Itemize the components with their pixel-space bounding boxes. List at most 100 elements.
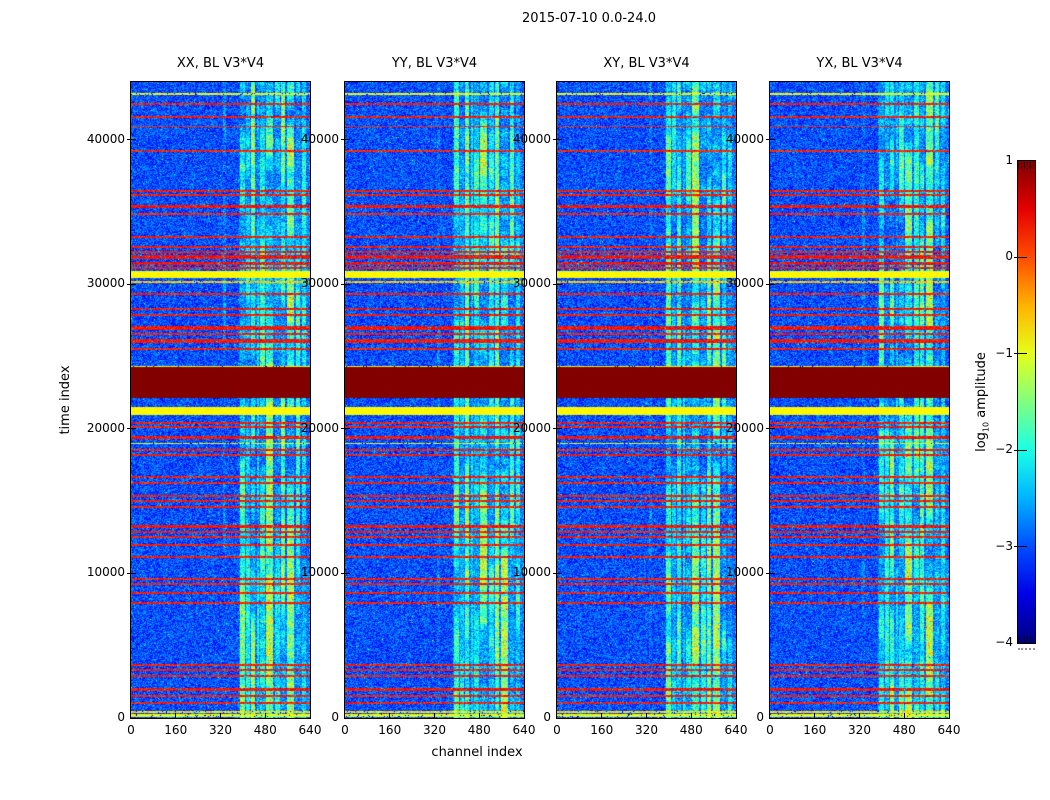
heatmap-panel-yx <box>770 82 949 718</box>
y-tick-mark <box>341 283 345 285</box>
y-tick-mark <box>131 428 136 430</box>
figure-title: 2015-07-10 0.0-24.0 <box>522 11 656 26</box>
y-tick-mark <box>131 572 136 574</box>
y-tick-label: 0 <box>543 710 551 724</box>
y-tick-label: 30000 <box>512 276 551 291</box>
y-tick-mark <box>127 283 131 285</box>
colorbar-tick-mark <box>1014 256 1027 258</box>
y-tick-mark <box>553 428 557 430</box>
x-tick-mark <box>814 713 816 718</box>
y-tick-mark <box>127 572 131 574</box>
y-tick-mark <box>341 139 345 141</box>
panel-title-yy: YY, BL V3*V4 <box>391 56 478 71</box>
colorbar-gradient <box>1018 161 1035 643</box>
x-tick-label: 480 <box>253 723 277 737</box>
x-tick-mark <box>690 713 692 718</box>
colorbar-hatch-top <box>1018 162 1035 169</box>
y-tick-label: 30000 <box>86 276 125 291</box>
y-tick-label: 0 <box>331 710 339 724</box>
x-tick-label: 320 <box>848 723 871 737</box>
y-tick-label: 40000 <box>300 131 339 146</box>
y-tick-mark <box>557 139 562 141</box>
x-tick-label: 160 <box>378 723 402 737</box>
colorbar-tick-label: −2 <box>995 442 1013 457</box>
y-tick-label: 10000 <box>300 565 339 580</box>
y-tick-mark <box>557 283 562 285</box>
y-tick-mark <box>553 139 557 141</box>
y-tick-mark <box>770 572 775 574</box>
colorbar-tick-label: −1 <box>995 345 1013 360</box>
y-tick-mark <box>553 283 557 285</box>
y-tick-mark <box>770 428 775 430</box>
y-tick-label: 20000 <box>725 420 764 435</box>
heatmap-panel-xy <box>557 82 736 718</box>
y-tick-label: 30000 <box>300 276 339 291</box>
y-tick-mark <box>766 283 770 285</box>
x-tick-label: 160 <box>590 723 614 737</box>
panel-title-xy: XY, BL V3*V4 <box>603 56 690 71</box>
x-tick-mark <box>175 713 177 718</box>
y-tick-mark <box>131 283 136 285</box>
x-axis-label: channel index <box>431 745 523 760</box>
x-tick-label: 320 <box>423 723 446 737</box>
y-tick-label: 0 <box>756 710 764 724</box>
colorbar-tick-mark <box>1014 353 1027 355</box>
x-tick-label: 0 <box>553 723 561 737</box>
colorbar-frame <box>1017 160 1036 644</box>
colorbar-label-sub: 10 <box>981 421 991 433</box>
x-tick-mark <box>646 713 647 718</box>
x-tick-label: 320 <box>209 723 232 737</box>
colorbar-dots <box>1018 648 1035 650</box>
colorbar-label-suffix: amplitude <box>974 352 989 422</box>
y-tick-mark <box>553 572 557 574</box>
colorbar-tick-label: −3 <box>995 538 1013 553</box>
x-tick-label: 160 <box>803 723 827 737</box>
y-tick-mark <box>770 283 775 285</box>
y-tick-label: 20000 <box>300 420 339 435</box>
y-tick-mark <box>345 139 350 141</box>
x-tick-mark <box>478 713 480 718</box>
x-tick-label: 160 <box>164 723 188 737</box>
x-tick-label: 640 <box>512 723 536 737</box>
y-axis-label: time index <box>58 365 73 435</box>
y-tick-label: 10000 <box>512 565 551 580</box>
y-tick-mark <box>345 283 350 285</box>
y-tick-mark <box>557 572 562 574</box>
x-tick-label: 0 <box>341 723 349 737</box>
colorbar-tick-label: 1 <box>1005 153 1013 167</box>
panel-title-xx: XX, BL V3*V4 <box>176 56 265 71</box>
y-tick-mark <box>770 139 775 141</box>
x-tick-label: 0 <box>127 723 135 737</box>
y-tick-mark <box>557 428 562 430</box>
y-tick-label: 40000 <box>725 131 764 146</box>
y-tick-label: 30000 <box>725 276 764 291</box>
x-tick-mark <box>220 713 221 718</box>
y-tick-label: 20000 <box>512 420 551 435</box>
y-tick-label: 40000 <box>86 131 125 146</box>
y-tick-mark <box>766 572 770 574</box>
y-tick-mark <box>131 139 136 141</box>
panel-title-yx: YX, BL V3*V4 <box>816 56 903 71</box>
y-tick-label: 10000 <box>725 565 764 580</box>
y-tick-label: 40000 <box>512 131 551 146</box>
x-tick-label: 640 <box>937 723 961 737</box>
y-tick-label: 0 <box>117 710 125 724</box>
x-tick-label: 640 <box>724 723 748 737</box>
x-tick-label: 480 <box>679 723 703 737</box>
x-tick-mark <box>859 713 860 718</box>
x-tick-label: 480 <box>892 723 916 737</box>
x-tick-label: 320 <box>635 723 658 737</box>
colorbar-hatch-bottom <box>1018 636 1035 643</box>
colorbar-tick-mark <box>1014 546 1027 548</box>
y-tick-label: 10000 <box>86 565 125 580</box>
y-tick-mark <box>127 139 131 141</box>
y-tick-mark <box>341 428 345 430</box>
x-tick-mark <box>389 713 391 718</box>
x-tick-mark <box>601 713 603 718</box>
y-tick-mark <box>766 139 770 141</box>
colorbar-tick-mark <box>1014 449 1027 451</box>
heatmap-panel-xx <box>131 82 310 718</box>
y-tick-mark <box>341 572 345 574</box>
y-tick-mark <box>766 428 770 430</box>
y-tick-mark <box>345 572 350 574</box>
